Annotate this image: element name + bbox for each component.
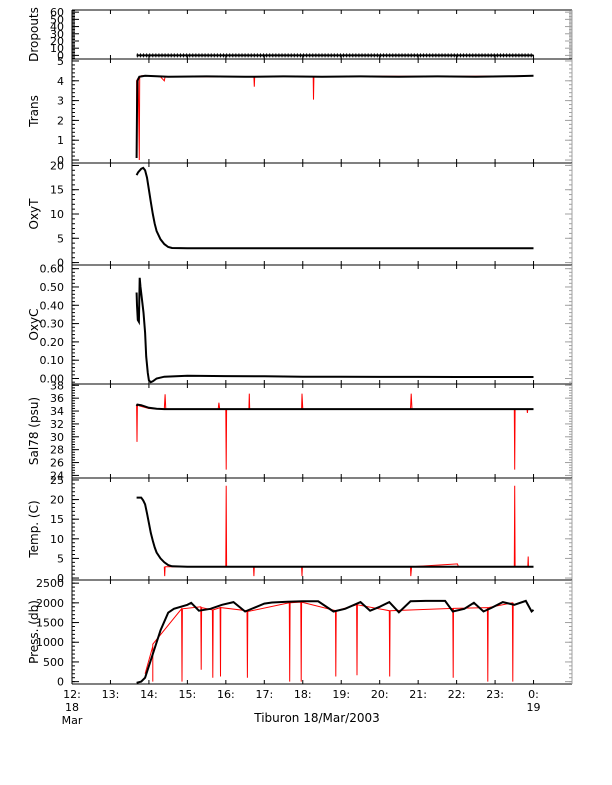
y-tick-label: 34 [50, 405, 64, 418]
x-tick-label: 18 [65, 701, 79, 714]
y-axis-label: OxyT [27, 198, 41, 230]
panel-2: 0 5 10 15 20 OxyT [27, 159, 573, 270]
y-tick-label: 24 [50, 469, 64, 482]
raw-data-series-line [144, 601, 514, 682]
x-tick-label: 13: [102, 688, 120, 701]
y-axis-label: OxyC [27, 308, 41, 340]
y-tick-label: 1 [57, 134, 64, 147]
y-tick-label: 36 [50, 392, 64, 405]
x-tick-label: 0: [528, 688, 539, 701]
y-axis-label: Sal78 (psu) [27, 397, 41, 465]
y-tick-label: 2500 [36, 577, 64, 590]
y-axis-label: Press. (db) [27, 600, 41, 664]
raw-data-series-line [163, 485, 529, 577]
y-tick-label: 5 [57, 552, 64, 565]
x-tick-label: 18: [294, 688, 312, 701]
x-tick-label: 23: [486, 688, 504, 701]
y-axis-label: Trans [27, 95, 41, 128]
y-tick-label: 0 [57, 676, 64, 689]
x-axis-label: Tiburon 18/Mar/2003 [253, 711, 379, 725]
y-tick-label: 0.50 [40, 281, 65, 294]
y-tick-label: 38 [50, 379, 64, 392]
y-tick-label: 32 [50, 418, 64, 431]
y-tick-label: 60 [50, 6, 64, 19]
y-tick-label: 20 [50, 35, 64, 48]
y-tick-label: 2000 [36, 597, 64, 610]
y-tick-label: 1000 [36, 636, 64, 649]
x-tick-label: 19: [332, 688, 350, 701]
data-series-line [135, 74, 534, 159]
y-tick-label: 20 [50, 159, 64, 172]
y-tick-label: 0.20 [40, 336, 65, 349]
y-tick-label: 25 [50, 474, 64, 487]
x-tick-label: 12: [63, 688, 81, 701]
y-tick-label: 50 [50, 13, 64, 26]
raw-data-series-line [136, 393, 534, 470]
panel-5: 0 5 10 15 20 25 Temp. (C) [27, 474, 573, 585]
y-tick-label: 10 [50, 42, 64, 55]
y-tick-label: 500 [43, 656, 64, 669]
y-tick-label: 2 [57, 114, 64, 127]
y-tick-label: 0 [57, 49, 64, 62]
y-tick-label: 40 [50, 21, 64, 34]
y-tick-label: 5 [57, 55, 64, 68]
y-axis-label: Dropouts [27, 7, 41, 62]
y-tick-label: 1500 [36, 617, 64, 630]
panel-1: 0 1 2 3 4 5 Trans [27, 55, 573, 167]
panel-6: 0 500 1000 1500 2000 2500 Press. (db) [27, 577, 573, 689]
panel-3: 0.00 0.10 0.20 0.30 0.40 0.50 0.60 OxyC [27, 263, 573, 386]
x-tick-label: 14: [140, 688, 158, 701]
y-tick-label: 4 [57, 75, 64, 88]
x-tick-label: 17: [255, 688, 273, 701]
y-tick-label: 0.00 [40, 373, 65, 386]
data-series-line [136, 599, 535, 684]
data-series-line [136, 496, 534, 568]
panels-layer: 0102030405060Dropouts012345Trans05101520… [27, 6, 573, 689]
y-tick-label: 30 [50, 431, 64, 444]
y-tick-label: 0 [57, 154, 64, 167]
y-axis-label: Temp. (C) [27, 500, 41, 558]
y-tick-label: 0 [57, 572, 64, 585]
y-tick-label: 20 [50, 494, 64, 507]
x-tick-label: Mar [62, 714, 83, 727]
x-tick-label: 15: [179, 688, 197, 701]
y-tick-label: 0.40 [40, 299, 65, 312]
y-tick-label: 5 [57, 232, 64, 245]
y-tick-label: 3 [57, 95, 64, 108]
raw-data-series-line [136, 75, 534, 161]
y-tick-label: 0 [57, 257, 64, 270]
x-tick-label: 21: [409, 688, 427, 701]
y-tick-label: 0.10 [40, 354, 65, 367]
data-series-line [135, 166, 534, 250]
x-tick-label: 19 [527, 701, 541, 714]
y-tick-label: 15 [50, 184, 64, 197]
y-tick-label: 15 [50, 513, 64, 526]
x-tick-label: 22: [448, 688, 466, 701]
data-series-line [135, 277, 534, 384]
x-tick-label: 20: [371, 688, 389, 701]
data-series-line [135, 403, 534, 411]
y-tick-label: 0.30 [40, 318, 65, 331]
y-tick-label: 0.60 [40, 263, 65, 276]
y-tick-label: 26 [50, 457, 64, 470]
x-tick-label: 16: [217, 688, 235, 701]
y-tick-label: 10 [50, 208, 64, 221]
y-tick-label: 30 [50, 28, 64, 41]
y-tick-label: 28 [50, 444, 64, 457]
y-tick-label: 10 [50, 533, 64, 546]
